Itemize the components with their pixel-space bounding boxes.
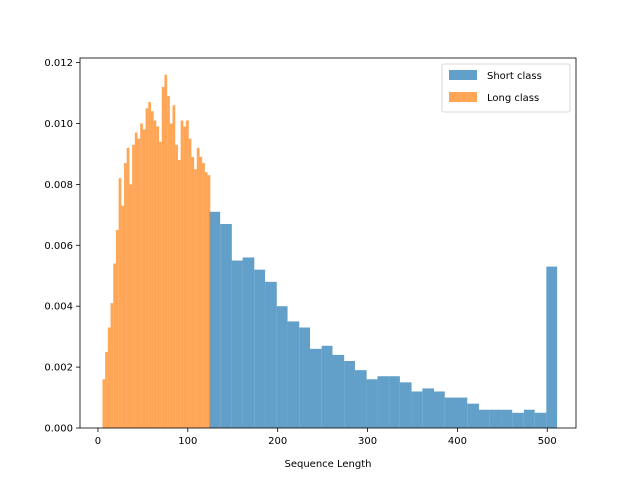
long-class-bar-27 xyxy=(175,144,178,429)
long-class-bar-2 xyxy=(107,327,111,428)
long-class-bar-36 xyxy=(199,156,203,428)
y-tick-label: 0.000 xyxy=(44,424,73,435)
short-class-bar-5 xyxy=(265,281,277,428)
long-class-bar-35 xyxy=(196,147,200,428)
long-class-bar-34 xyxy=(194,169,197,428)
legend-label-short-class: Short class xyxy=(487,71,542,82)
short-class-bar-7 xyxy=(287,321,300,428)
x-axis-label: Sequence Length xyxy=(285,459,372,470)
x-tick-label: 100 xyxy=(178,436,197,447)
short-class-bar-9 xyxy=(310,348,322,428)
long-class-bar-10 xyxy=(129,184,133,428)
short-class-bar-15 xyxy=(377,376,390,428)
short-class-bar-17 xyxy=(399,382,412,428)
legend-swatch-short-class xyxy=(449,70,477,80)
short-class-bar-24 xyxy=(478,409,490,428)
short-class-bar-26 xyxy=(501,409,513,428)
long-class-bars xyxy=(102,74,211,429)
long-class-bar-20 xyxy=(156,126,160,429)
y-tick-label: 0.010 xyxy=(44,119,73,130)
short-class-bar-1 xyxy=(220,223,232,428)
short-class-bar-4 xyxy=(254,269,266,428)
legend-swatch-long-class xyxy=(449,92,477,102)
long-class-bar-19 xyxy=(153,120,157,429)
short-class-bar-21 xyxy=(444,397,457,428)
short-class-bar-6 xyxy=(276,306,288,428)
y-tick-label: 0.012 xyxy=(44,58,73,69)
x-axis-ticks: 0 100 200 300 400 500 xyxy=(95,428,557,447)
y-axis-ticks: 0.000 0.002 0.004 0.006 0.008 0.010 0.012 xyxy=(44,58,80,435)
long-class-bar-7 xyxy=(121,205,125,428)
long-class-bar-6 xyxy=(118,178,122,428)
short-class-bar-22 xyxy=(456,397,468,428)
short-class-bar-25 xyxy=(489,409,502,428)
long-class-bar-15 xyxy=(142,129,146,428)
long-class-bar-16 xyxy=(145,108,149,428)
short-class-bars xyxy=(209,211,558,428)
short-class-bar-10 xyxy=(321,345,333,428)
long-class-bar-9 xyxy=(126,147,130,428)
short-class-bar-8 xyxy=(299,327,311,428)
legend-label-long-class: Long class xyxy=(487,93,539,104)
short-class-bar-28 xyxy=(523,409,535,428)
long-class-bar-38 xyxy=(204,172,208,428)
short-class-bar-13 xyxy=(354,370,367,428)
long-class-bar-26 xyxy=(172,105,176,428)
short-class-bar-18 xyxy=(411,391,423,428)
long-class-bar-33 xyxy=(191,156,195,428)
long-class-bar-11 xyxy=(132,144,135,429)
short-class-bar-16 xyxy=(389,376,400,428)
long-class-bar-17 xyxy=(148,102,151,428)
legend: Short class Long class xyxy=(441,63,571,113)
x-tick-label: 500 xyxy=(538,436,557,447)
long-class-bar-23 xyxy=(164,74,168,428)
y-tick-label: 0.008 xyxy=(44,180,73,191)
long-class-bar-0 xyxy=(102,379,106,428)
short-class-bar-19 xyxy=(422,388,435,428)
long-class-bar-14 xyxy=(140,123,143,428)
long-class-bar-18 xyxy=(150,111,154,428)
short-class-bar-23 xyxy=(467,403,479,428)
long-class-bar-37 xyxy=(202,163,205,428)
short-class-bar-30 xyxy=(546,266,558,428)
long-class-bar-28 xyxy=(177,160,181,428)
y-tick-label: 0.006 xyxy=(44,241,73,252)
short-class-bar-27 xyxy=(512,412,524,428)
x-tick-label: 300 xyxy=(358,436,377,447)
long-class-bar-24 xyxy=(167,96,170,428)
short-class-bar-20 xyxy=(434,391,445,428)
long-class-bar-5 xyxy=(115,230,119,428)
long-class-bar-32 xyxy=(188,138,192,428)
long-class-bar-25 xyxy=(169,123,173,428)
short-class-bar-2 xyxy=(231,260,243,428)
short-class-bar-0 xyxy=(209,211,221,428)
y-tick-label: 0.004 xyxy=(44,302,73,313)
short-class-bar-29 xyxy=(534,412,547,428)
long-class-bar-30 xyxy=(183,126,187,429)
long-class-bar-12 xyxy=(134,132,138,429)
x-tick-label: 0 xyxy=(95,436,101,447)
axes xyxy=(79,57,577,429)
long-class-bar-4 xyxy=(113,263,116,428)
long-class-bar-21 xyxy=(159,141,162,429)
short-class-bar-3 xyxy=(242,257,255,428)
y-tick-label: 0.002 xyxy=(44,363,73,374)
long-class-bar-3 xyxy=(110,303,114,428)
long-class-bar-31 xyxy=(186,120,189,429)
long-class-bar-39 xyxy=(207,175,211,428)
axes-frame xyxy=(79,57,577,429)
short-class-bar-12 xyxy=(344,361,355,428)
x-tick-label: 200 xyxy=(268,436,287,447)
long-class-bar-1 xyxy=(105,351,108,428)
short-class-bar-11 xyxy=(332,354,345,428)
long-class-bar-29 xyxy=(180,120,184,429)
long-class-bar-22 xyxy=(161,86,165,429)
long-class-bar-13 xyxy=(137,138,141,428)
short-class-bar-14 xyxy=(366,379,378,428)
x-tick-label: 400 xyxy=(448,436,467,447)
long-class-bar-8 xyxy=(124,163,127,428)
